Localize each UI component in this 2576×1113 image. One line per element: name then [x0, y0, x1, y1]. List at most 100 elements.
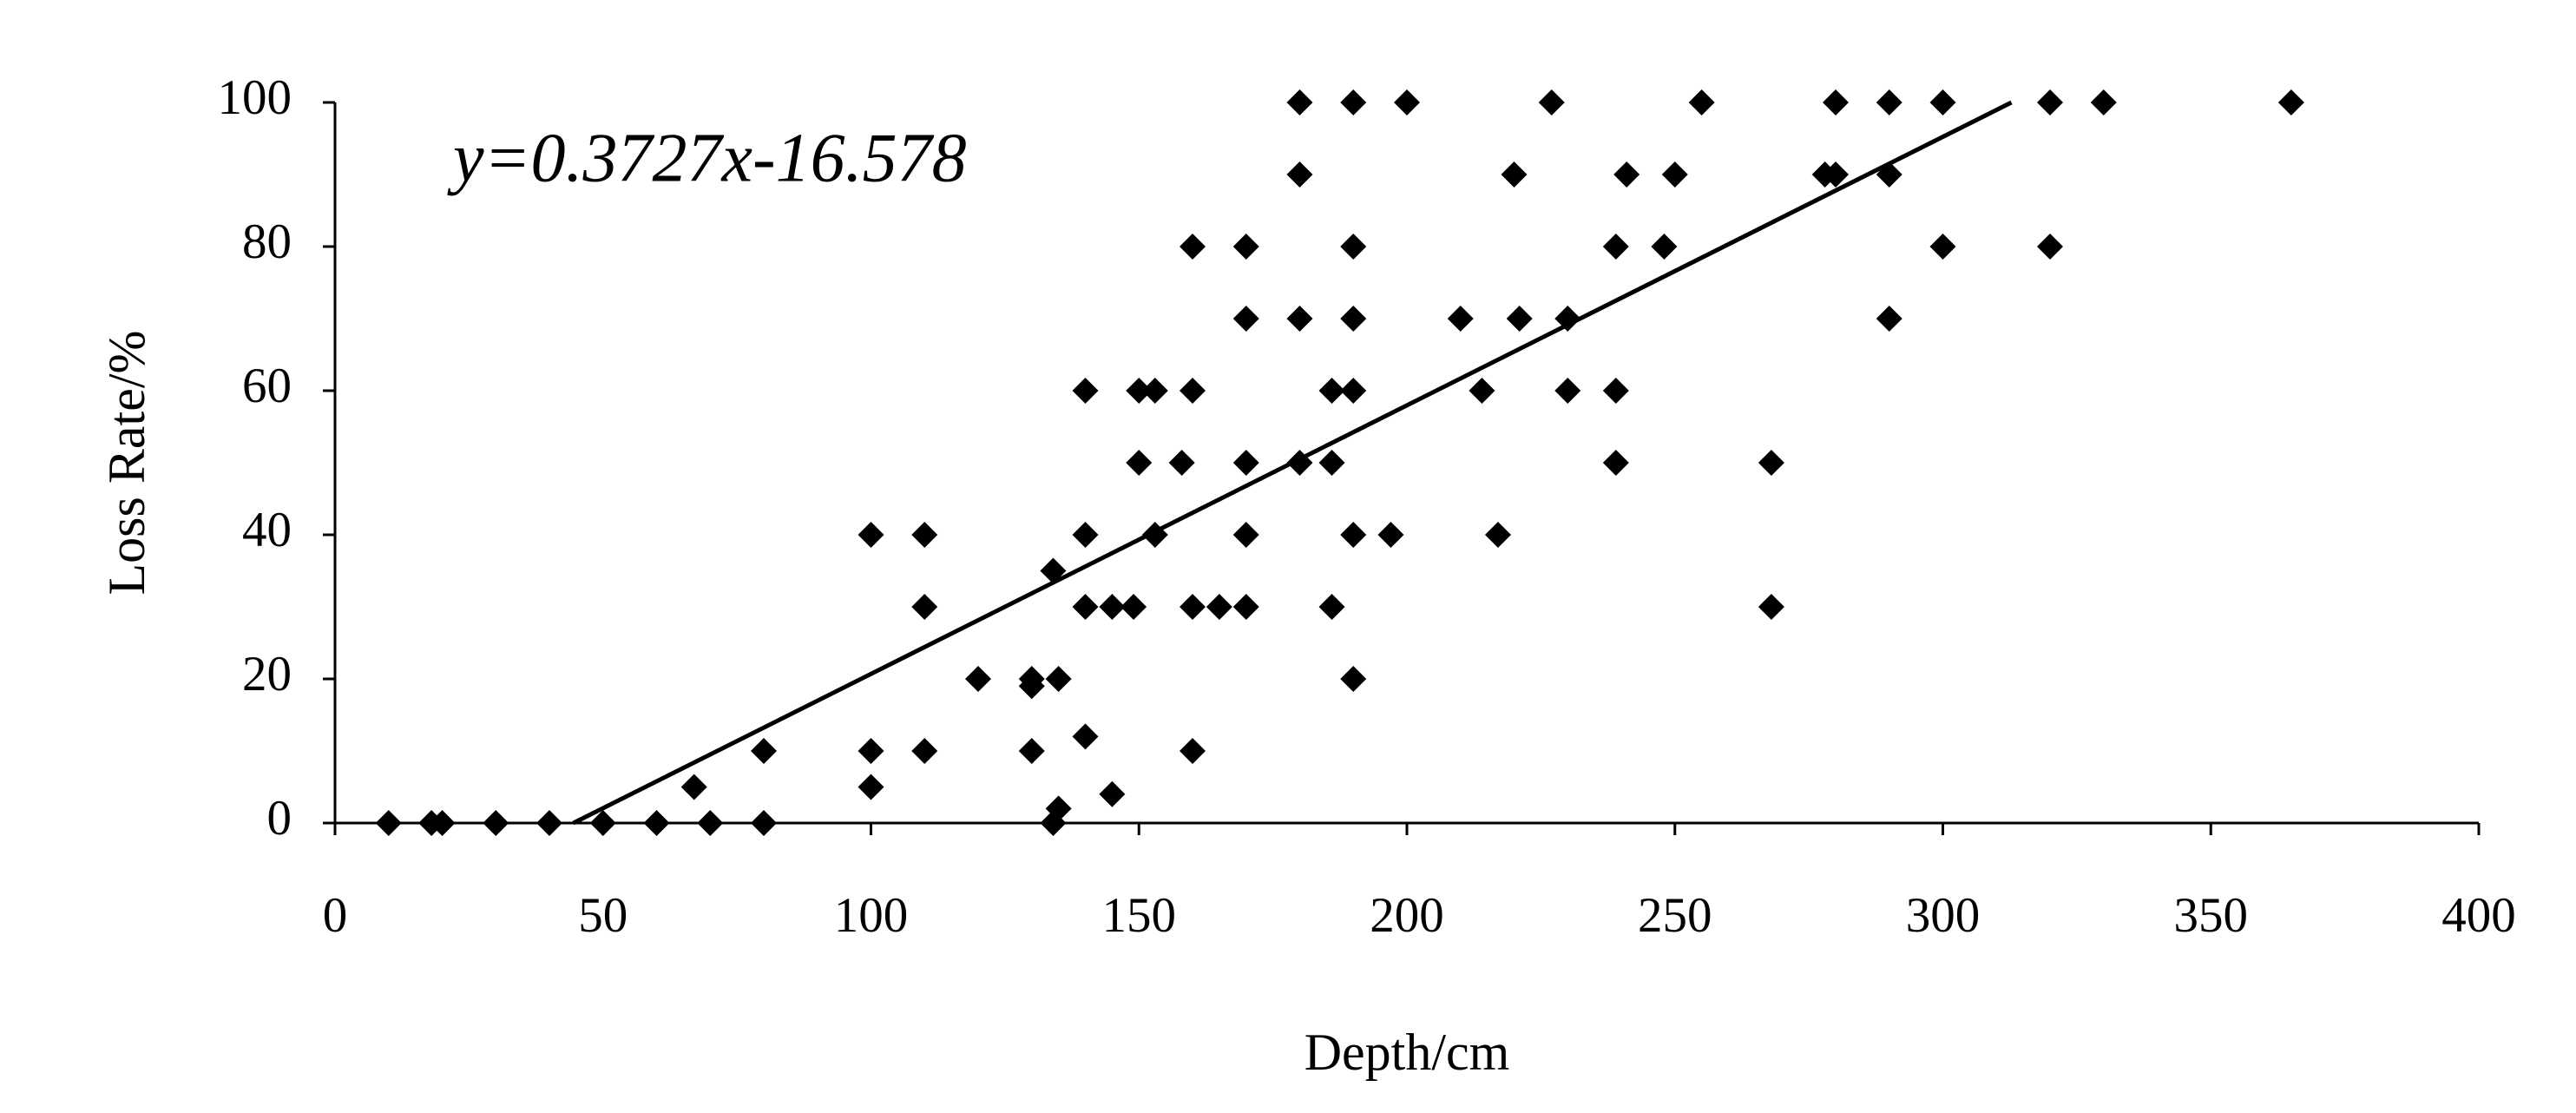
y-tick-label: 40	[242, 503, 292, 557]
point	[1340, 666, 1367, 692]
point	[483, 810, 509, 836]
point	[1501, 161, 1528, 188]
point	[1876, 161, 1902, 188]
y-axis-title: Loss Rate/%	[98, 331, 155, 596]
point	[1377, 522, 1404, 548]
point	[680, 774, 707, 800]
point	[1286, 450, 1313, 476]
point	[1602, 378, 1629, 404]
point	[1554, 378, 1581, 404]
point	[1232, 450, 1259, 476]
point	[1554, 306, 1581, 332]
point	[1141, 522, 1168, 548]
point	[1099, 594, 1126, 620]
x-tick-label: 350	[2174, 888, 2249, 943]
point	[858, 522, 884, 548]
point	[1126, 378, 1153, 404]
x-axis-title: Depth/cm	[1304, 1024, 1510, 1081]
point	[536, 810, 562, 836]
point	[1340, 306, 1367, 332]
point	[965, 666, 991, 692]
point	[911, 522, 938, 548]
point	[751, 810, 777, 836]
point	[1758, 450, 1784, 476]
y-tick-label: 0	[267, 791, 292, 846]
point	[1168, 450, 1195, 476]
point	[1758, 594, 1784, 620]
point	[1394, 89, 1420, 115]
point	[1141, 378, 1168, 404]
point	[1072, 723, 1099, 750]
point	[911, 594, 938, 620]
point	[1340, 89, 1367, 115]
point	[1929, 89, 1956, 115]
x-tick-label: 0	[323, 888, 348, 943]
point	[1180, 234, 1206, 260]
x-tick-label: 250	[1638, 888, 1712, 943]
point	[2037, 89, 2063, 115]
point	[1040, 557, 1067, 584]
point	[1232, 234, 1259, 260]
point	[2037, 234, 2063, 260]
point	[1340, 234, 1367, 260]
point	[1651, 234, 1678, 260]
point	[1929, 234, 1956, 260]
point	[1286, 306, 1313, 332]
point	[1602, 234, 1629, 260]
y-tick-label: 60	[242, 359, 292, 413]
point	[1018, 738, 1045, 764]
point	[1018, 673, 1045, 700]
point	[1180, 378, 1206, 404]
point	[1538, 89, 1565, 115]
x-tick-label: 150	[1102, 888, 1177, 943]
point	[1072, 378, 1099, 404]
point	[1180, 738, 1206, 764]
x-tick-label: 400	[2441, 888, 2516, 943]
point	[375, 810, 402, 836]
point	[1876, 89, 1902, 115]
point	[1506, 306, 1533, 332]
x-tick-label: 50	[578, 888, 628, 943]
point	[429, 810, 456, 836]
x-tick-label: 200	[1370, 888, 1444, 943]
point	[911, 738, 938, 764]
point	[751, 738, 777, 764]
point	[1045, 666, 1072, 692]
point	[1823, 89, 1849, 115]
point	[1126, 450, 1153, 476]
point	[1045, 795, 1072, 822]
y-tick-label: 100	[218, 70, 292, 125]
point	[1613, 161, 1640, 188]
point	[1206, 594, 1232, 620]
point	[1180, 594, 1206, 620]
point	[1484, 522, 1511, 548]
point	[1099, 780, 1126, 807]
point	[1232, 522, 1259, 548]
y-tick-label: 80	[242, 214, 292, 269]
point	[858, 774, 884, 800]
point	[1602, 450, 1629, 476]
x-tick-label: 300	[1906, 888, 1981, 943]
point	[1232, 594, 1259, 620]
y-tick-label: 20	[242, 647, 292, 701]
point	[1661, 161, 1688, 188]
x-tick-label: 100	[834, 888, 909, 943]
point	[1469, 378, 1495, 404]
point	[1286, 89, 1313, 115]
point	[858, 738, 884, 764]
point	[697, 810, 724, 836]
point	[1072, 594, 1099, 620]
point	[1823, 161, 1849, 188]
point	[1318, 378, 1345, 404]
point	[1120, 594, 1147, 620]
point	[1447, 306, 1474, 332]
point	[1318, 594, 1345, 620]
point	[1232, 306, 1259, 332]
point	[1876, 306, 1902, 332]
equation: y=0.3727x-16.578	[447, 120, 967, 196]
point	[643, 810, 670, 836]
point	[1340, 522, 1367, 548]
point	[2090, 89, 2117, 115]
